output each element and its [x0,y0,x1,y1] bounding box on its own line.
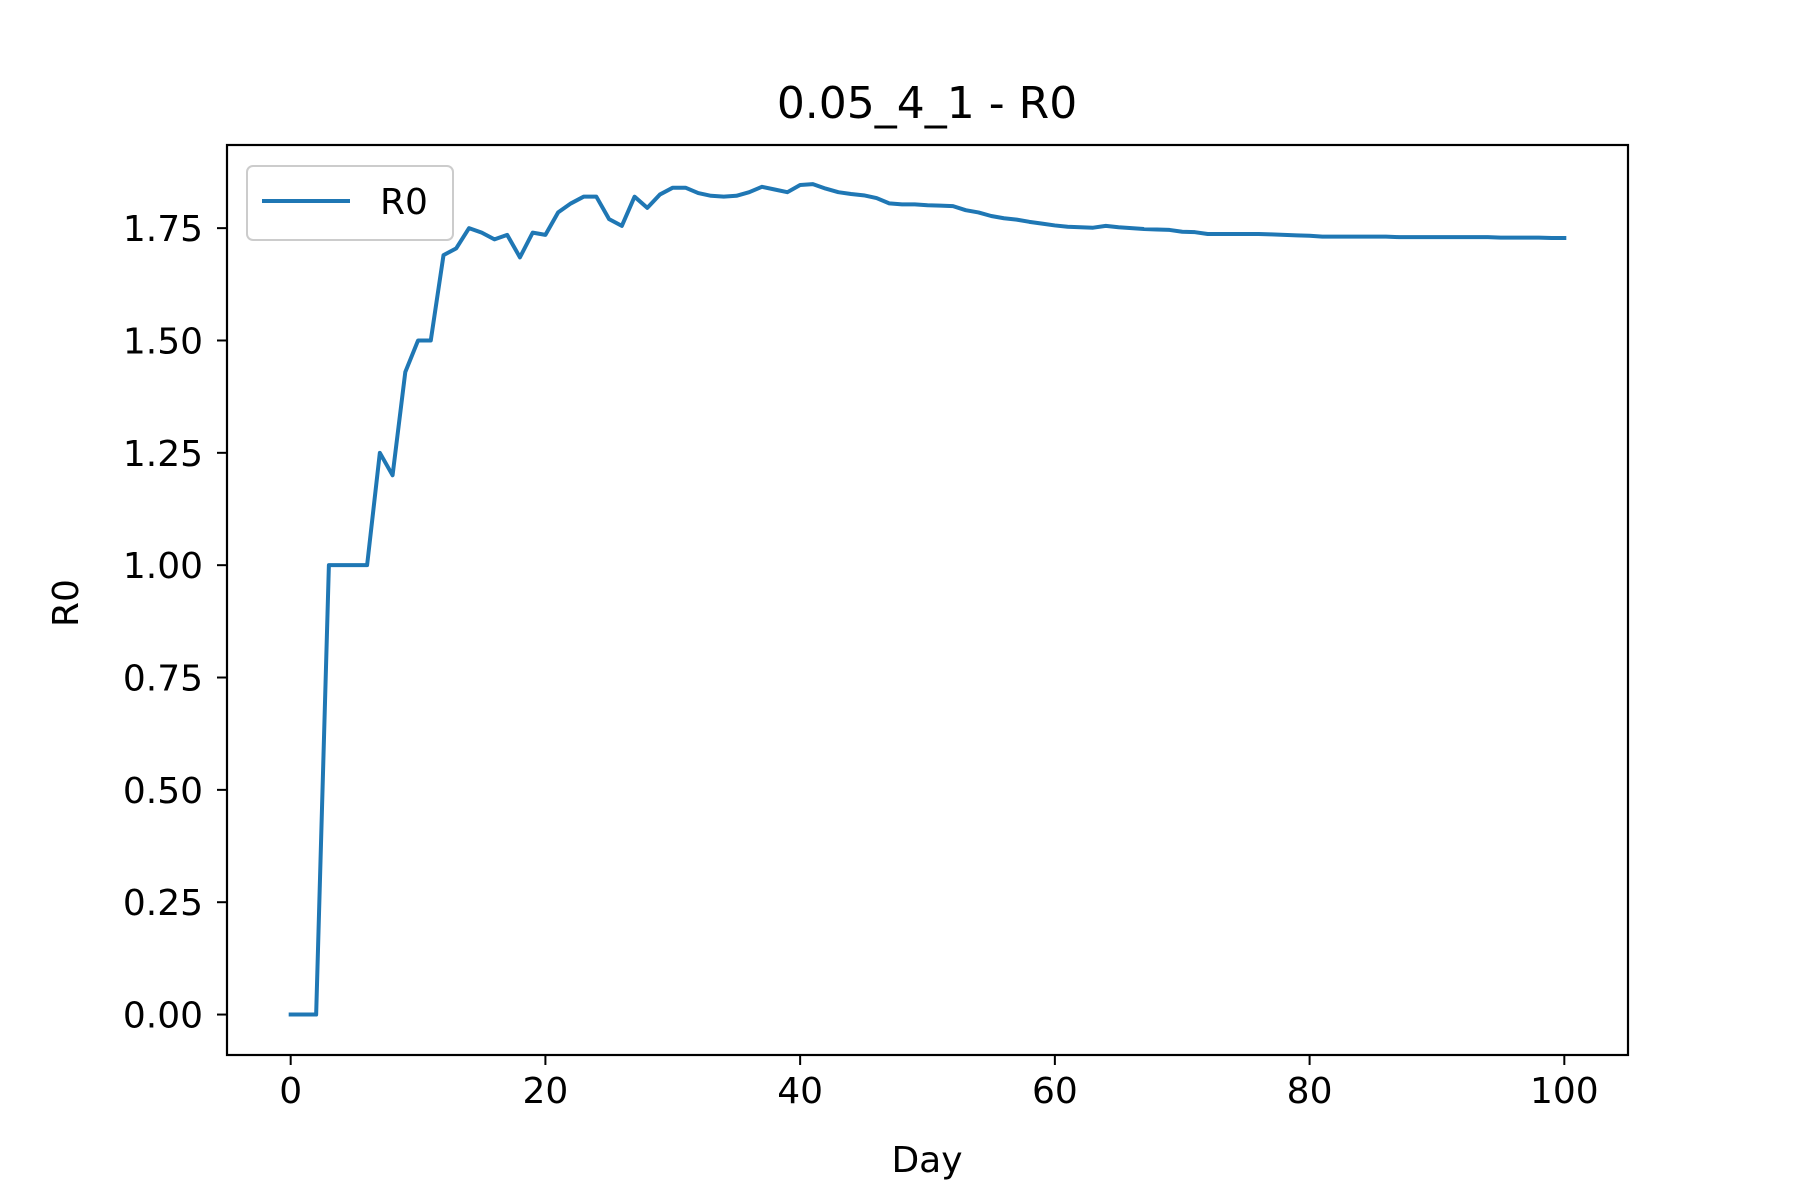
plot-frame [225,143,1630,1057]
chart-title: 0.05_4_1 - R0 [777,78,1077,129]
x-tick-label: 20 [523,1071,569,1112]
y-tick-label: 1.25 [123,434,203,475]
y-axis-label: R0 [46,579,87,627]
series-line-r0 [288,182,1567,1017]
y-tick-label: 1.50 [123,321,203,362]
series-layer [288,182,1567,1017]
legend-label-r0: R0 [380,182,428,223]
y-tick-label: 0.25 [123,883,203,924]
x-tick-label: 100 [1530,1071,1599,1112]
y-tick-label: 0.50 [123,771,203,812]
y-tick-label: 1.00 [123,546,203,587]
y-tick-label: 1.75 [123,209,203,250]
legend: R0 [246,165,454,241]
y-tick-label: 0.75 [123,659,203,700]
x-axis-label: Day [891,1140,962,1181]
x-tick-label: 60 [1032,1071,1078,1112]
y-tick-label: 0.00 [123,996,203,1037]
x-tick-label: 0 [279,1071,302,1112]
x-tick-label: 80 [1287,1071,1333,1112]
x-tick-label: 40 [777,1071,823,1112]
axis-ticks: 0 20 40 60 80 100 0.00 0.25 0.50 0.75 1.00 1.25 1.50… [123,209,1599,1112]
